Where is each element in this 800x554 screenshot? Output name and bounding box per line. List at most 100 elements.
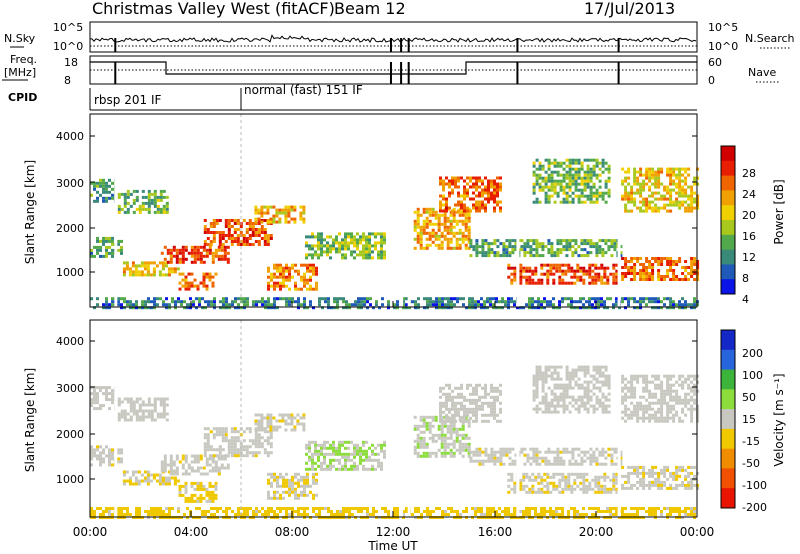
velocity-cell (297, 478, 300, 482)
velocity-cell (589, 453, 593, 457)
freq-left-tick-bottom: 8 (64, 74, 71, 87)
power-cell (96, 181, 99, 185)
power-cell (381, 297, 384, 301)
velocity-cell (496, 386, 499, 390)
power-cell (447, 306, 450, 310)
power-cell (586, 164, 590, 168)
power-cell (102, 306, 105, 310)
power-cell (341, 247, 344, 251)
power-cell (461, 237, 465, 241)
velocity-cell (162, 415, 166, 419)
power-cell (452, 231, 456, 235)
power-cell (513, 269, 517, 273)
velocity-cell (178, 487, 182, 491)
velocity-cell (215, 448, 219, 452)
velocity-cell (285, 490, 288, 494)
velocity-cell (131, 470, 135, 474)
velocity-cell (190, 454, 194, 458)
power-cell (583, 188, 587, 192)
velocity-cell (601, 407, 605, 411)
velocity-cell (212, 448, 216, 452)
power-cell (96, 196, 99, 200)
velocity-cell (439, 404, 442, 408)
power-cell (675, 263, 679, 266)
power-cell (604, 242, 608, 246)
freq-right-tick-bottom: 0 (708, 74, 715, 87)
power-cell (309, 275, 312, 279)
velocity-cell (199, 454, 203, 458)
velocity-cell (615, 510, 618, 513)
power-cell (419, 240, 423, 244)
velocity-cell (299, 416, 303, 420)
velocity-cell (535, 462, 539, 466)
power-cell (645, 275, 649, 278)
power-cell (519, 266, 523, 270)
power-cell (543, 272, 547, 276)
velocity-cell (553, 462, 557, 466)
power-cell (639, 209, 643, 213)
power-cell (481, 188, 484, 192)
power-cell (117, 239, 120, 243)
power-cell (362, 247, 365, 251)
power-cell (212, 222, 216, 225)
velocity-cell (141, 400, 145, 404)
power-cell (672, 263, 676, 266)
power-cell (657, 263, 661, 266)
power-cell (550, 251, 554, 255)
power-cell (549, 300, 552, 304)
velocity-cell (594, 484, 598, 488)
power-cell (589, 239, 593, 243)
power-cell (105, 184, 108, 188)
power-cell (696, 260, 700, 263)
power-cell (496, 200, 499, 204)
power-cell (612, 306, 615, 310)
power-cell (102, 254, 105, 258)
power-cell (484, 209, 487, 213)
velocity-cell (99, 463, 102, 467)
velocity-cell (589, 459, 593, 463)
velocity-cell (598, 368, 602, 372)
power-cell (543, 297, 546, 301)
power-cell (138, 306, 141, 310)
velocity-cell (570, 484, 574, 488)
power-cell (519, 278, 523, 282)
velocity-cell (203, 451, 207, 455)
velocity-cell (282, 481, 285, 485)
power-cell (442, 185, 445, 189)
velocity-cell (531, 487, 535, 491)
velocity-cell (233, 442, 237, 446)
velocity-cell (165, 418, 169, 422)
power-cell (445, 209, 448, 213)
power-cell (654, 185, 658, 189)
velocity-cell (426, 510, 429, 513)
power-cell (263, 211, 267, 215)
velocity-cell (462, 510, 465, 513)
power-cell (336, 297, 339, 301)
velocity-cell (208, 481, 212, 485)
power-cell (426, 306, 429, 310)
velocity-cell (350, 458, 353, 462)
velocity-cell (99, 507, 102, 510)
power-cell (588, 275, 592, 279)
power-cell (178, 281, 182, 285)
velocity-cell (211, 499, 215, 503)
power-cell (601, 164, 605, 168)
power-cell (199, 245, 203, 249)
power-cell (675, 176, 679, 180)
power-cell (493, 194, 496, 198)
velocity-cell (300, 490, 303, 494)
velocity-cell (534, 475, 538, 479)
power-cell (144, 300, 147, 304)
velocity-cell (261, 513, 264, 516)
power-cell (416, 222, 420, 226)
velocity-cell (102, 448, 105, 452)
power-cell (636, 191, 640, 195)
power-cell (293, 208, 297, 212)
velocity-cell (586, 365, 590, 369)
velocity-cell (595, 368, 599, 372)
power-cell (225, 297, 228, 301)
velocity-cell (323, 455, 326, 459)
velocity-cell (541, 377, 545, 381)
power-cell (212, 234, 216, 237)
velocity-cell (452, 442, 456, 446)
